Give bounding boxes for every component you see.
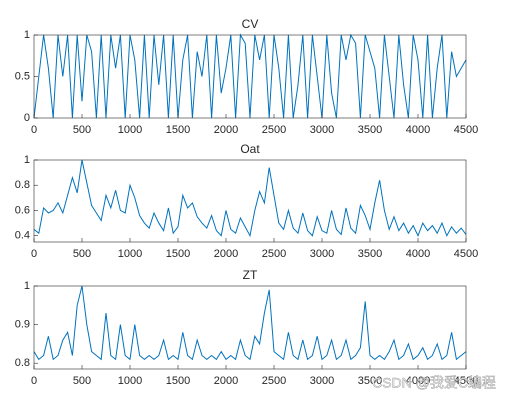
y-tick-label: 0.8 <box>15 357 30 369</box>
subplot-title: CV <box>242 17 259 31</box>
x-tick-label: 1000 <box>118 124 142 136</box>
x-tick-label: 3500 <box>358 248 382 260</box>
data-line <box>33 285 467 361</box>
x-tick-label: 0 <box>31 248 37 260</box>
x-tick-label: 2000 <box>214 375 238 387</box>
x-tick-label: 0 <box>31 375 37 387</box>
x-tick-label: 1500 <box>166 248 190 260</box>
x-tick-label: 2000 <box>214 124 238 136</box>
x-tick-label: 1500 <box>166 124 190 136</box>
x-tick-label: 1500 <box>166 375 190 387</box>
data-line <box>33 159 467 238</box>
x-tick-label: 3000 <box>310 124 334 136</box>
x-tick-label: 4500 <box>454 124 478 136</box>
x-tick-label: 4000 <box>406 124 430 136</box>
subplot-title: Oat <box>240 142 260 156</box>
x-tick-label: 4000 <box>406 375 430 387</box>
y-tick-label: 1 <box>24 154 30 166</box>
x-tick-label: 2500 <box>262 124 286 136</box>
axes-box <box>34 35 466 118</box>
x-tick-label: 4500 <box>454 375 478 387</box>
axes-box <box>34 286 466 369</box>
y-tick-label: 1 <box>24 280 30 292</box>
axes-box <box>34 160 466 242</box>
x-tick-label: 2000 <box>214 248 238 260</box>
y-tick-label: 1 <box>24 29 30 41</box>
x-tick-label: 3500 <box>358 375 382 387</box>
axes-frame <box>33 159 467 243</box>
axes-frame <box>33 285 467 370</box>
x-tick-label: 500 <box>73 124 91 136</box>
x-tick-label: 4000 <box>406 248 430 260</box>
y-tick-label: 0.6 <box>15 204 30 216</box>
y-tick-label: 0.5 <box>15 70 30 82</box>
x-tick-label: 500 <box>73 375 91 387</box>
y-tick-label: 0 <box>24 112 30 124</box>
x-tick-label: 3000 <box>310 248 334 260</box>
subplot-title: ZT <box>243 268 258 282</box>
x-tick-label: 4500 <box>454 248 478 260</box>
x-tick-label: 0 <box>31 124 37 136</box>
x-tick-label: 500 <box>73 248 91 260</box>
x-tick-label: 2500 <box>262 375 286 387</box>
x-tick-label: 3000 <box>310 375 334 387</box>
x-tick-label: 1000 <box>118 248 142 260</box>
x-tick-label: 3500 <box>358 124 382 136</box>
watermark: CSDN @我爱C编程 <box>372 375 496 391</box>
x-tick-label: 2500 <box>262 248 286 260</box>
x-tick-label: 1000 <box>118 375 142 387</box>
y-tick-label: 0.8 <box>15 179 30 191</box>
y-tick-label: 0.4 <box>15 230 30 242</box>
y-tick-label: 0.9 <box>15 319 30 331</box>
